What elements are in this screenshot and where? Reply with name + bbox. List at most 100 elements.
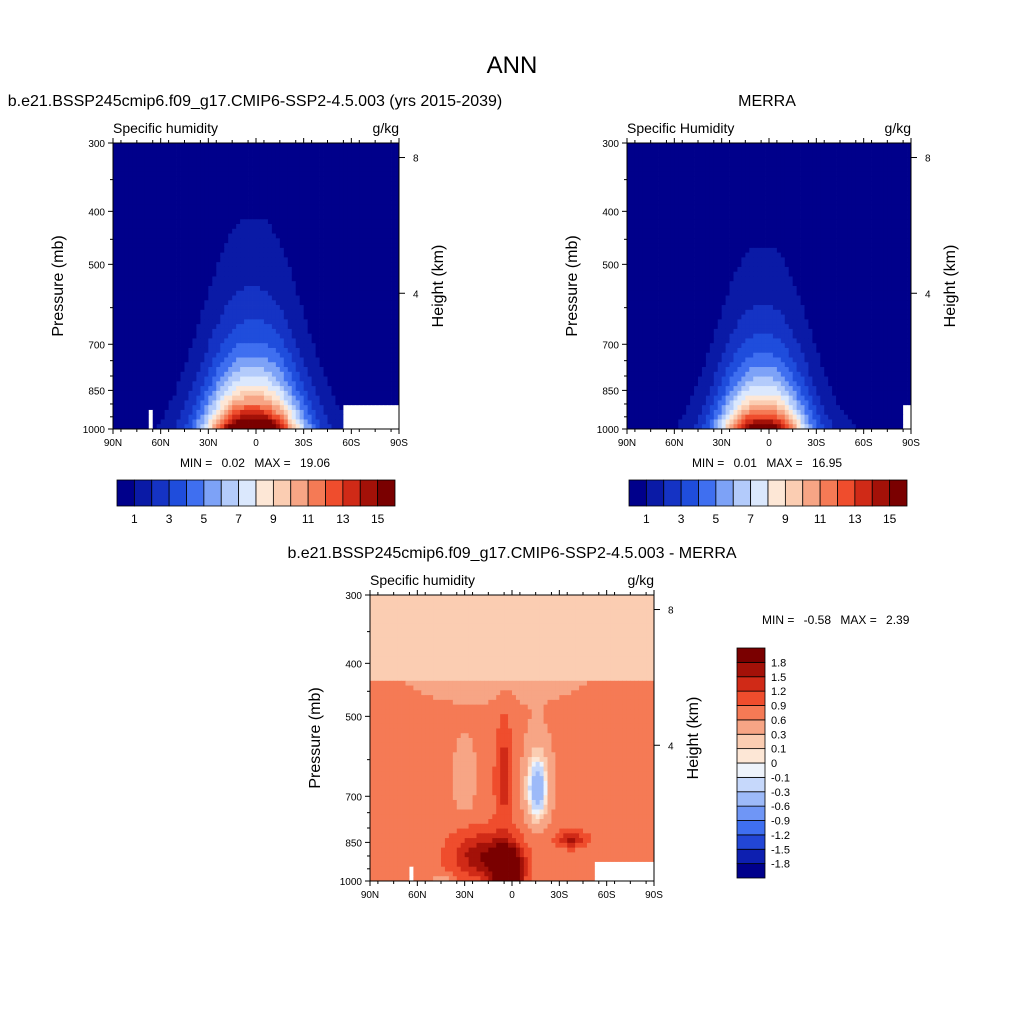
- heatmap-cell: [828, 147, 833, 153]
- heatmap-cell: [327, 266, 332, 273]
- heatmap-cell: [780, 157, 786, 163]
- heatmap-cell: [216, 171, 221, 177]
- heatmap-cell: [200, 424, 205, 430]
- heatmap-cell: [753, 147, 758, 153]
- heatmap-cell: [299, 290, 305, 296]
- heatmap-cell: [319, 319, 324, 325]
- heatmap-cell: [363, 352, 368, 358]
- heatmap-cell: [279, 271, 285, 277]
- heatmap-cell: [124, 309, 130, 315]
- heatmap-cell: [148, 228, 154, 234]
- heatmap-cell: [395, 276, 400, 282]
- heatmap-cell: [271, 281, 277, 287]
- heatmap-cell: [224, 219, 229, 225]
- heatmap-cell: [259, 171, 265, 177]
- heatmap-cell: [303, 352, 309, 358]
- heatmap-cell: [383, 390, 388, 397]
- heatmap-cell: [120, 252, 126, 258]
- heatmap-cell: [331, 243, 336, 249]
- heatmap-cell: [184, 424, 189, 430]
- heatmap-cell: [315, 357, 320, 363]
- heatmap-cell: [371, 419, 376, 425]
- heatmap-cell: [216, 286, 221, 292]
- heatmap-cell: [395, 309, 400, 315]
- heatmap-cell: [232, 390, 237, 397]
- heatmap-cell: [271, 386, 277, 392]
- heatmap-cell: [287, 224, 293, 230]
- heatmap-cell: [140, 409, 146, 416]
- heatmap-cell: [383, 147, 388, 153]
- heatmap-cell: [391, 381, 396, 387]
- heatmap-cell: [128, 376, 134, 382]
- heatmap-cell: [244, 290, 249, 296]
- heatmap-cell: [259, 152, 265, 158]
- heatmap-cell: [283, 414, 289, 420]
- heatmap-cell: [200, 209, 205, 215]
- heatmap-cell: [113, 419, 118, 425]
- heatmap-cell: [698, 176, 703, 182]
- heatmap-cell: [172, 347, 177, 354]
- heatmap-cell: [263, 224, 269, 230]
- heatmap-cell: [271, 257, 277, 263]
- heatmap-cell: [113, 190, 118, 196]
- heatmap-cell: [355, 266, 360, 273]
- heatmap-cell: [152, 362, 158, 368]
- heatmap-cell: [279, 247, 285, 254]
- heatmap-cell: [144, 185, 150, 192]
- heatmap-cell: [216, 405, 221, 411]
- heatmap-cell: [196, 300, 201, 306]
- heatmap-cell: [164, 152, 170, 158]
- colorbar-swatch: [290, 479, 309, 507]
- heatmap-cell: [144, 319, 150, 325]
- heatmap-cell: [343, 185, 348, 192]
- heatmap-cell: [375, 305, 380, 311]
- heatmap-cell: [132, 204, 138, 211]
- heatmap-cell: [375, 343, 380, 349]
- heatmap-cell: [168, 343, 173, 349]
- heatmap-cell: [224, 243, 229, 249]
- heatmap-cell: [299, 181, 305, 187]
- heatmap-cell: [259, 300, 265, 306]
- heatmap-cell: [303, 166, 309, 172]
- heatmap-cell: [391, 309, 396, 315]
- heatmap-cell: [319, 204, 324, 211]
- heatmap-cell: [256, 381, 261, 387]
- heatmap-cell: [287, 214, 293, 220]
- heatmap-cell: [359, 395, 364, 401]
- heatmap-cell: [232, 414, 237, 420]
- heatmap-cell: [212, 271, 217, 277]
- heatmap-cell: [737, 171, 742, 177]
- heatmap-cell: [371, 200, 376, 206]
- heatmap-cell: [156, 400, 162, 406]
- heatmap-cell: [363, 266, 368, 273]
- heatmap-cell: [220, 338, 225, 344]
- heatmap-cell: [391, 257, 396, 263]
- heatmap-cell: [627, 157, 632, 163]
- heatmap-cell: [184, 243, 189, 249]
- heatmap-cell: [757, 147, 762, 153]
- heatmap-cell: [311, 405, 316, 411]
- heatmap-cell: [196, 328, 201, 335]
- heatmap-cell: [228, 400, 233, 406]
- heatmap-cell: [335, 309, 340, 315]
- heatmap-cell: [335, 290, 340, 296]
- heatmap-cell: [339, 328, 344, 335]
- heatmap-cell: [331, 286, 336, 292]
- heatmap-cell: [180, 147, 185, 153]
- heatmap-cell: [343, 386, 348, 392]
- heatmap-cell: [367, 319, 372, 325]
- heatmap-cell: [295, 281, 301, 287]
- heatmap-cell: [192, 347, 197, 354]
- heatmap-cell: [164, 204, 170, 211]
- heatmap-cell: [124, 376, 130, 382]
- heatmap-cell: [363, 381, 368, 387]
- heatmap-cell: [367, 238, 372, 244]
- heatmap-cell: [355, 338, 360, 344]
- heatmap-cell: [371, 324, 376, 330]
- heatmap-cell: [124, 262, 130, 268]
- heatmap-cell: [387, 338, 392, 344]
- heatmap-cell: [295, 300, 301, 306]
- heatmap-cell: [168, 305, 173, 311]
- heatmap-cell: [248, 143, 253, 149]
- heatmap-cell: [375, 204, 380, 211]
